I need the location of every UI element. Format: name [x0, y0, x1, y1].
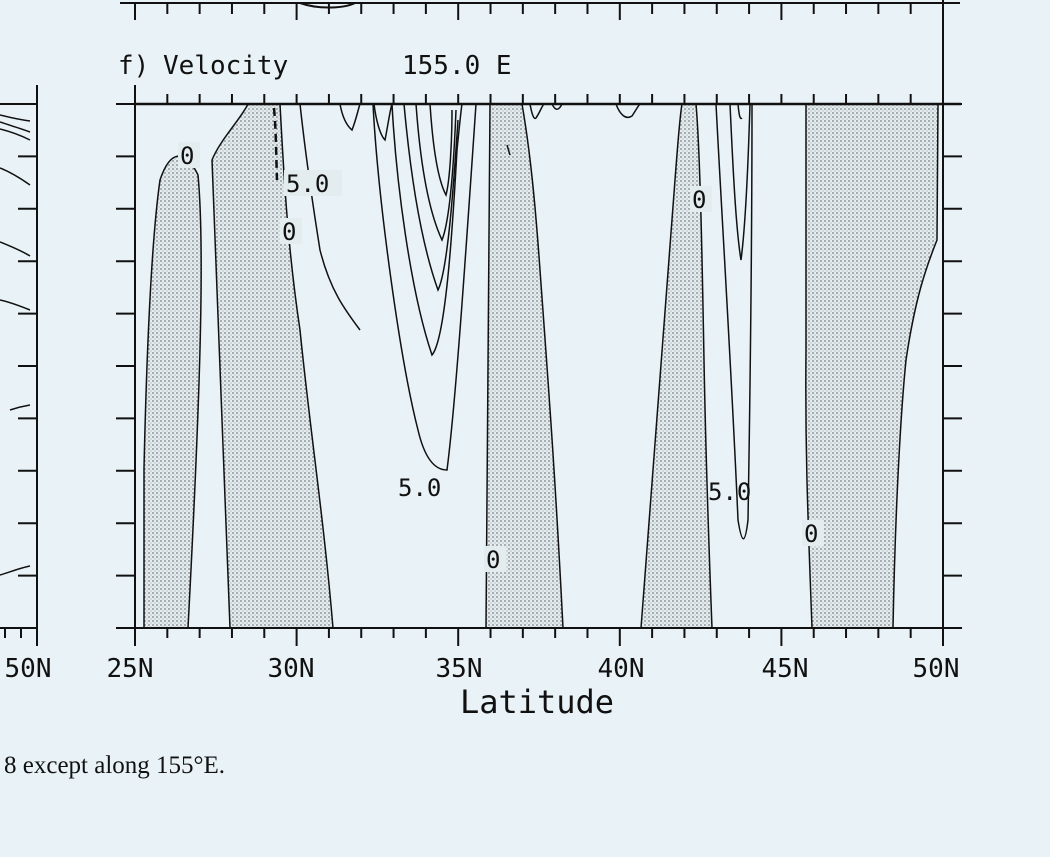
x-tick-label: 40N — [598, 654, 645, 684]
contour-label: 5.0 — [286, 170, 329, 198]
left-panel-tick-label: 50N — [5, 654, 52, 684]
panel-variable: Velocity — [163, 51, 288, 81]
panel-label: f) — [118, 51, 149, 81]
contour-label: 5.0 — [398, 474, 441, 502]
dashed-contour — [272, 107, 279, 181]
contour-label: 0 — [486, 546, 500, 574]
contour-label: 0 — [282, 218, 296, 246]
contour-label: 0 — [180, 142, 194, 170]
contour-plot: 0 5.0 0 5.0 0 0 5.0 0 — [116, 0, 962, 646]
x-tick-label: 45N — [762, 654, 809, 684]
contour-label: 5.0 — [708, 478, 751, 506]
x-tick-label: 35N — [436, 654, 483, 684]
x-tick-label: 50N — [913, 654, 960, 684]
x-tick-labels: 50N 25N 30N 35N 40N 45N 50N — [5, 654, 960, 684]
panel-title: f) Velocity 155.0 E — [118, 51, 512, 81]
stippled-regions — [143, 104, 939, 628]
contour-label: 0 — [692, 186, 706, 214]
figure-caption: 8 except along 155°E. — [4, 752, 226, 779]
contour-label-group: 0 5.0 0 5.0 0 0 5.0 0 — [178, 142, 824, 574]
panel-section: 155.0 E — [402, 51, 512, 81]
previous-panel-axis — [120, 2, 960, 20]
x-tick-label: 25N — [107, 654, 154, 684]
contour-lines — [299, 104, 753, 540]
left-panel-fragment — [0, 85, 38, 646]
x-axis-label: Latitude — [460, 683, 614, 721]
contour-label: 0 — [804, 520, 818, 548]
x-tick-label: 30N — [268, 654, 315, 684]
